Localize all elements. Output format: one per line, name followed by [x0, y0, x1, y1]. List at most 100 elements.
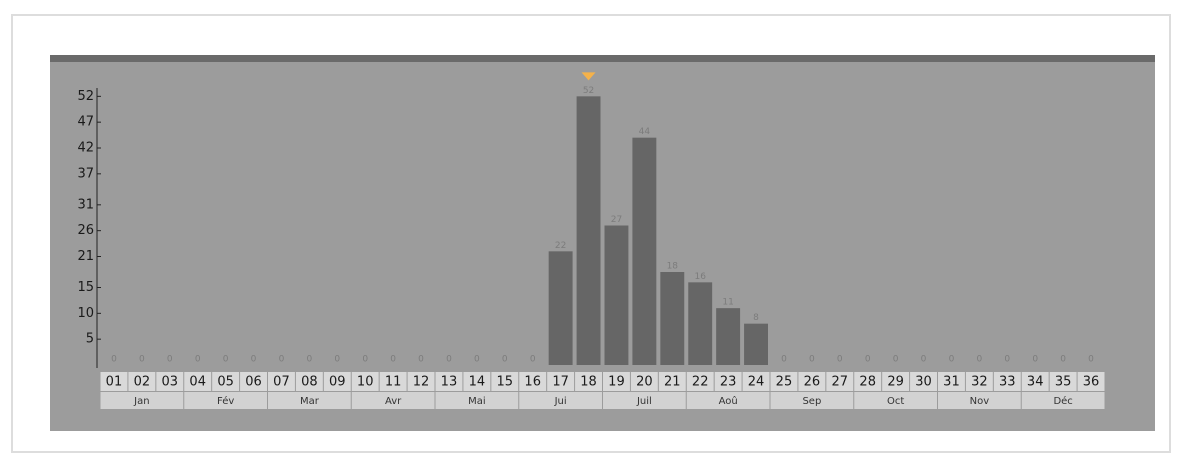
x-tick-label: 07 [273, 375, 290, 390]
week-cell [323, 372, 351, 391]
data-label: 11 [722, 298, 733, 308]
week-cell [1021, 372, 1049, 391]
bar [660, 272, 685, 365]
data-label: 0 [530, 355, 536, 365]
week-cell [993, 372, 1021, 391]
month-cell [603, 392, 686, 409]
data-label: 0 [837, 355, 843, 365]
x-tick-label: 18 [580, 375, 597, 390]
week-cell [714, 372, 742, 391]
data-label: 0 [307, 355, 313, 365]
week-cell [630, 372, 658, 391]
week-cell [686, 372, 714, 391]
month-cell [854, 392, 937, 409]
x-tick-label: 17 [552, 375, 569, 390]
x-tick-label: 27 [832, 375, 849, 390]
x-tick-label: 34 [1027, 375, 1044, 390]
y-tick-label: 26 [77, 223, 94, 238]
y-tick-label: 37 [77, 166, 94, 181]
week-cell [212, 372, 240, 391]
data-label: 44 [639, 127, 651, 137]
month-cell [770, 392, 854, 409]
month-label: Fév [217, 395, 234, 407]
y-tick-label: 10 [77, 306, 94, 321]
week-cell [407, 372, 435, 391]
data-label: 0 [893, 355, 899, 365]
data-label: 27 [611, 215, 622, 225]
data-label: 16 [694, 272, 706, 282]
week-cell [603, 372, 630, 391]
y-tick-label: 52 [77, 89, 94, 104]
x-tick-label: 01 [106, 375, 123, 390]
x-tick-label: 08 [301, 375, 318, 390]
data-label: 8 [753, 313, 759, 323]
month-label: Jui [554, 396, 567, 407]
x-tick-label: 23 [720, 375, 737, 390]
x-tick-label: 29 [887, 375, 904, 390]
month-label: Nov [970, 396, 990, 407]
data-label: 0 [1032, 355, 1038, 365]
panel [50, 55, 1155, 431]
x-tick-label: 21 [664, 375, 681, 390]
max-marker [581, 72, 596, 81]
week-cell [295, 372, 323, 391]
week-cell [351, 372, 379, 391]
x-tick-label: 20 [636, 375, 653, 390]
x-tick-label: 22 [692, 375, 709, 390]
x-tick-label: 05 [217, 375, 234, 390]
week-cell [240, 372, 267, 391]
data-label: 0 [446, 355, 452, 365]
data-label: 18 [667, 262, 679, 272]
y-tick-label: 15 [77, 280, 94, 295]
week-cell [742, 372, 770, 391]
data-label: 0 [111, 355, 117, 365]
month-cell [268, 392, 351, 409]
bar [548, 251, 573, 365]
y-tick-label: 47 [77, 115, 94, 130]
week-cell [965, 372, 993, 391]
month-cell [519, 392, 602, 409]
data-label: 0 [977, 355, 983, 365]
bar [744, 323, 768, 365]
week-cell [854, 372, 882, 391]
data-label: 0 [334, 355, 340, 365]
x-tick-label: 19 [608, 375, 625, 390]
month-label: Déc [1053, 395, 1072, 407]
x-tick-label: 30 [915, 375, 932, 390]
x-tick-label: 33 [999, 375, 1016, 390]
x-tick-label: 26 [804, 375, 821, 390]
x-tick-label: 35 [1055, 375, 1072, 390]
month-label: Juil [636, 396, 652, 407]
x-tick-label: 04 [189, 375, 206, 390]
data-label: 0 [418, 355, 424, 365]
x-tick-label: 32 [971, 375, 988, 390]
month-label: Jan [133, 396, 149, 407]
data-label: 0 [139, 355, 145, 365]
bar [688, 282, 713, 365]
data-label: 0 [279, 355, 285, 365]
data-label: 0 [223, 355, 229, 365]
data-label: 0 [251, 355, 257, 365]
x-tick-label: 28 [859, 375, 876, 390]
x-tick-label: 12 [413, 375, 430, 390]
x-tick-label: 06 [245, 375, 262, 390]
week-cell [100, 372, 128, 391]
week-cell [1049, 372, 1077, 391]
week-cell [910, 372, 937, 391]
bar [604, 225, 629, 365]
data-label: 0 [502, 355, 508, 365]
y-tick-label: 21 [77, 249, 94, 264]
x-tick-label: 25 [776, 375, 793, 390]
month-cell [435, 392, 519, 409]
week-cell [547, 372, 575, 391]
week-cell [938, 372, 965, 391]
week-cell [658, 372, 686, 391]
panel-top-bar [50, 55, 1155, 62]
data-label: 0 [865, 355, 871, 365]
bar [716, 308, 741, 365]
y-tick-label: 42 [77, 141, 94, 156]
week-cell [770, 372, 798, 391]
x-tick-label: 16 [524, 375, 541, 390]
data-label: 0 [362, 355, 368, 365]
